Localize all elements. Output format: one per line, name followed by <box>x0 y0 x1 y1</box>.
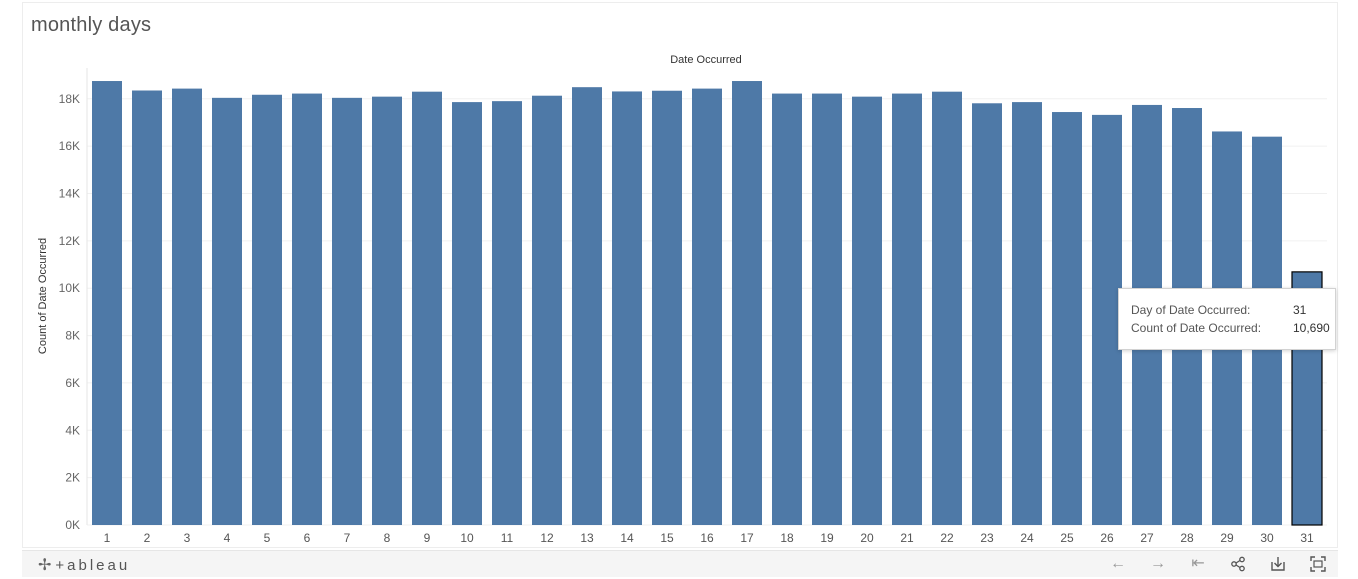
x-tick-label: 2 <box>144 531 151 545</box>
x-tick-label: 11 <box>501 531 514 545</box>
x-tick-label: 13 <box>580 531 594 545</box>
tooltip: Day of Date Occurred: 31 Count of Date O… <box>1118 288 1336 350</box>
x-tick-label: 17 <box>740 531 754 545</box>
x-tick-label: 26 <box>1100 531 1114 545</box>
undo-icon[interactable]: ← <box>1110 555 1126 572</box>
bar-day-4[interactable] <box>212 97 242 525</box>
bar-day-19[interactable] <box>812 93 842 525</box>
bar-day-8[interactable] <box>372 96 402 525</box>
bar-day-23[interactable] <box>972 103 1002 526</box>
bar-day-1[interactable] <box>92 81 122 525</box>
bar-day-5[interactable] <box>252 94 282 526</box>
x-tick-label: 22 <box>940 531 954 545</box>
viz-toolbar: ✢ +ableau ← → ⇤ <box>22 550 1338 577</box>
x-tick-label: 5 <box>264 531 271 545</box>
y-tick-label: 10K <box>59 281 80 295</box>
bar-day-25[interactable] <box>1052 112 1082 526</box>
x-tick-label: 23 <box>980 531 994 545</box>
y-tick-label: 14K <box>59 186 80 200</box>
x-tick-label: 1 <box>104 531 111 545</box>
y-axis-title: Count of Date Occurred <box>37 238 49 354</box>
y-tick-label: 18K <box>59 92 80 106</box>
bar-day-16[interactable] <box>692 88 722 525</box>
bar-chart: 0K 2K 4K 6K 8K 10K 12K 14K 16K 18K Count of Date O… <box>37 54 1327 545</box>
tooltip-row-count: Count of Date Occurred: 10,690 <box>1131 321 1330 335</box>
bar-day-26[interactable] <box>1092 114 1122 525</box>
bar-day-20[interactable] <box>852 96 882 525</box>
y-tick-label: 8K <box>65 329 80 343</box>
bar-day-2[interactable] <box>132 90 162 526</box>
x-tick-label: 15 <box>660 531 674 545</box>
x-tick-label: 25 <box>1060 531 1074 545</box>
x-tick-label: 8 <box>384 531 391 545</box>
tooltip-label-count: Count of Date Occurred: <box>1131 321 1262 335</box>
y-tick-label: 2K <box>65 471 80 485</box>
x-tick-label: 16 <box>700 531 714 545</box>
x-tick-label: 6 <box>304 531 311 545</box>
x-tick-label: 3 <box>184 531 191 545</box>
tooltip-value-count: 10,690 <box>1293 321 1330 335</box>
x-tick-label: 24 <box>1020 531 1034 545</box>
x-tick-label: 10 <box>460 531 474 545</box>
x-tick-label: 9 <box>424 531 431 545</box>
bar-day-17[interactable] <box>732 81 762 525</box>
x-tick-label: 29 <box>1220 531 1234 545</box>
x-tick-label: 20 <box>860 531 874 545</box>
x-tick-label: 7 <box>344 531 351 545</box>
bar-day-12[interactable] <box>532 95 562 525</box>
tooltip-label-day: Day of Date Occurred: <box>1131 303 1251 317</box>
bar-day-18[interactable] <box>772 93 802 525</box>
x-tick-label: 27 <box>1140 531 1154 545</box>
bar-day-22[interactable] <box>932 91 962 525</box>
share-icon[interactable] <box>1226 553 1250 575</box>
brand-text: +ableau <box>55 556 131 574</box>
y-tick-label: 4K <box>65 423 80 437</box>
y-tick-label: 0K <box>65 518 80 532</box>
fullscreen-icon[interactable] <box>1306 553 1330 575</box>
bar-day-21[interactable] <box>892 93 922 525</box>
tableau-logo-icon: ✢ <box>38 557 52 574</box>
bar-day-11[interactable] <box>492 101 522 525</box>
worksheet-title: monthly days <box>31 14 152 36</box>
bar-day-7[interactable] <box>332 97 362 525</box>
tooltip-value-day: 31 <box>1293 303 1307 317</box>
x-tick-label: 21 <box>900 531 914 545</box>
x-tick-label: 31 <box>1300 531 1314 545</box>
bar-day-15[interactable] <box>652 90 682 526</box>
revert-icon[interactable]: ⇤ <box>1191 555 1205 572</box>
y-tick-label: 6K <box>65 376 80 390</box>
tooltip-row-day: Day of Date Occurred: 31 <box>1131 303 1306 317</box>
x-tick-label: 4 <box>224 531 231 545</box>
download-icon[interactable] <box>1266 553 1290 575</box>
y-tick-label: 12K <box>59 234 80 248</box>
bar-day-14[interactable] <box>612 91 642 526</box>
x-tick-label: 19 <box>820 531 834 545</box>
bar-day-10[interactable] <box>452 102 482 525</box>
bar-day-13[interactable] <box>572 87 602 525</box>
y-tick-label: 16K <box>59 139 80 153</box>
bar-day-24[interactable] <box>1012 102 1042 525</box>
x-tick-label: 30 <box>1260 531 1274 545</box>
redo-icon[interactable]: → <box>1150 555 1166 572</box>
tableau-brand[interactable]: ✢ +ableau <box>38 555 130 575</box>
x-tick-label: 12 <box>540 531 554 545</box>
bar-day-3[interactable] <box>172 88 202 525</box>
bar-day-9[interactable] <box>412 91 442 525</box>
x-tick-label: 14 <box>620 531 634 545</box>
x-tick-label: 18 <box>780 531 794 545</box>
x-tick-label: 28 <box>1180 531 1194 545</box>
bar-day-6[interactable] <box>292 93 322 525</box>
column-header: Date Occurred <box>670 54 742 66</box>
